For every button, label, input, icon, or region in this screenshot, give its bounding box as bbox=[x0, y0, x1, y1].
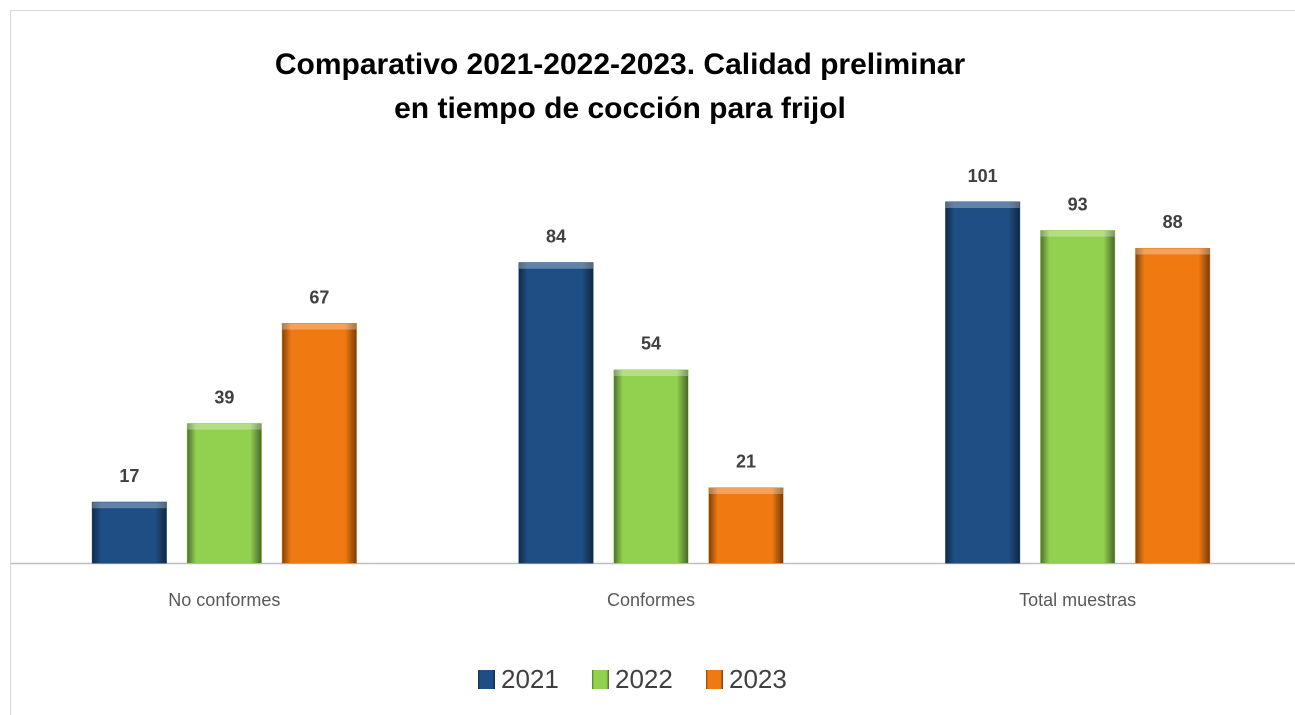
bar-highlight bbox=[945, 202, 1020, 208]
data-label: 84 bbox=[546, 227, 566, 247]
data-label: 93 bbox=[1068, 194, 1088, 214]
bar-shade bbox=[519, 262, 593, 563]
data-label: 54 bbox=[641, 334, 661, 354]
bar-highlight bbox=[1040, 230, 1115, 237]
legend-label: 2021 bbox=[501, 664, 559, 694]
data-label: 17 bbox=[119, 466, 139, 486]
legend-label: 2023 bbox=[729, 664, 787, 694]
bar-shade bbox=[282, 323, 357, 563]
bar-shade bbox=[187, 423, 262, 563]
bar-highlight bbox=[709, 487, 783, 494]
bar-highlight bbox=[614, 369, 688, 376]
chart-title: en tiempo de cocción para frijol bbox=[394, 92, 846, 125]
legend-swatch-shade bbox=[478, 670, 495, 689]
bar-highlight bbox=[92, 502, 167, 509]
data-label: 39 bbox=[214, 387, 234, 407]
x-tick-label: Conformes bbox=[607, 590, 695, 610]
bar-shade bbox=[92, 502, 167, 563]
legend-swatch-shade bbox=[706, 670, 723, 689]
bar-shade bbox=[1040, 230, 1115, 563]
bar-highlight bbox=[282, 323, 357, 330]
data-label: 101 bbox=[968, 166, 998, 186]
bar-highlight bbox=[519, 262, 593, 269]
chart-title: Comparativo 2021-2022-2023. Calidad prel… bbox=[275, 48, 966, 81]
legend-label: 2022 bbox=[615, 664, 673, 694]
bar-highlight bbox=[187, 423, 262, 430]
bar-shade bbox=[945, 202, 1020, 563]
data-label: 21 bbox=[736, 452, 756, 472]
x-tick-label: No conformes bbox=[168, 590, 280, 610]
data-label: 88 bbox=[1163, 212, 1183, 232]
data-label: 67 bbox=[309, 287, 329, 307]
bar-shade bbox=[1135, 248, 1210, 564]
x-tick-label: Total muestras bbox=[1019, 590, 1136, 610]
legend-swatch-shade bbox=[592, 670, 609, 689]
bar-shade bbox=[614, 369, 688, 563]
bar-shade bbox=[709, 487, 783, 563]
bar-highlight bbox=[1135, 248, 1210, 255]
